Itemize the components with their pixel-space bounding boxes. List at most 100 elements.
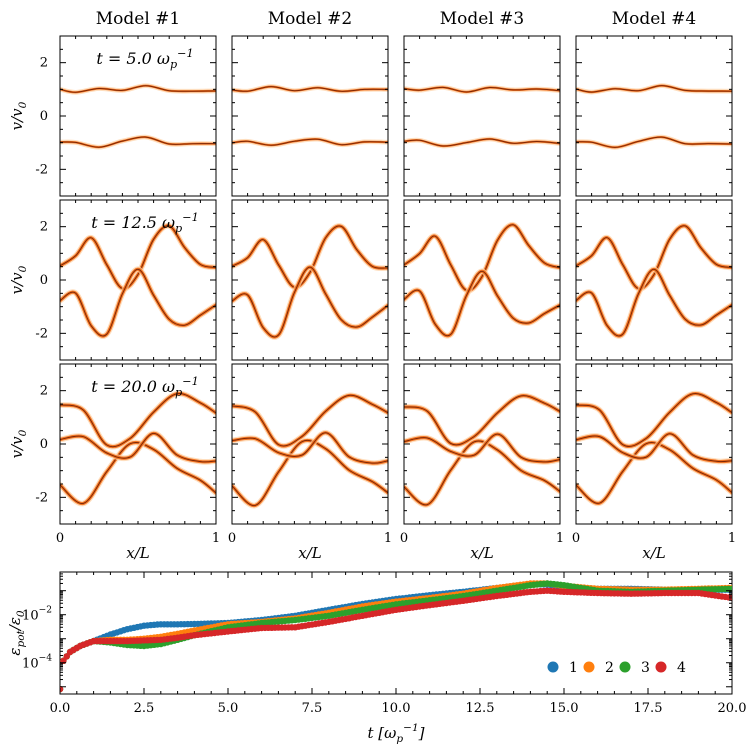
phase-curve-core-upper (60, 85, 216, 93)
phase-density (232, 392, 388, 509)
legend-label: 4 (677, 660, 686, 676)
time-annotation: t = 5.0 ωp−1 (96, 47, 193, 71)
phase-panel-r0-c0 (59, 35, 217, 197)
phase-panel-r1-c0 (59, 199, 217, 361)
legend: 1 2 3 4 (547, 660, 686, 676)
y-tick-label: 0 (40, 273, 48, 288)
phase-curve-core-mid (404, 433, 560, 463)
panel-background (232, 200, 388, 360)
x-axis-label: x/L (470, 544, 494, 562)
phase-density (60, 222, 216, 339)
phase-panel-r0-c1 (231, 35, 389, 197)
legend-label: 1 (569, 660, 578, 676)
column-title: Model #4 (612, 9, 697, 29)
phase-curve-core-upper (232, 86, 388, 92)
phase-density (404, 392, 560, 508)
x-axis-label: x/L (642, 544, 666, 562)
phase-panel-r2-c1 (231, 363, 389, 525)
phase-density (576, 222, 732, 339)
phase-panel-r2-c2 (403, 363, 561, 525)
y-tick-label: -2 (35, 490, 48, 505)
y-tick-label: 0 (40, 437, 48, 452)
y-tick-label: 2 (40, 384, 48, 399)
column-title: Model #2 (268, 9, 353, 29)
y-axis-label: v/v0 (8, 101, 29, 130)
y-axis-label: v/v0 (8, 265, 29, 294)
x-tick-label: 5.0 (218, 701, 239, 716)
x-tick-label: 0 (56, 531, 64, 546)
phase-curve-core-mid (232, 432, 388, 464)
phase-curve-core-lower (576, 136, 732, 148)
series-4 (60, 587, 732, 693)
x-tick-label: 20.0 (718, 701, 747, 716)
phase-curve-core-lower (404, 270, 560, 337)
x-tick-label: 1 (556, 531, 564, 546)
phase-panel-r2-c3 (575, 363, 733, 525)
legend-label: 2 (605, 660, 614, 676)
phase-curve-core-upper (232, 394, 388, 447)
panel-background (232, 36, 388, 196)
phase-curve-core-lower (60, 136, 216, 148)
phase-curve-core-upper (404, 224, 560, 292)
x-tick-label: 7.5 (302, 701, 323, 716)
x-tick-label: 12.5 (466, 701, 495, 716)
x-tick-label: 17.5 (634, 701, 663, 716)
phase-panel-r1-c1 (231, 199, 389, 361)
phase-density (232, 223, 388, 340)
x-tick-label: 0 (400, 531, 408, 546)
x-axis-label: x/L (298, 544, 322, 562)
x-tick-label: 1 (212, 531, 220, 546)
phase-curve-core-lower (232, 138, 388, 146)
panel-background (404, 36, 560, 196)
x-tick-label: 15.0 (550, 701, 579, 716)
panel-background (60, 36, 216, 196)
x-tick-label: 2.5 (134, 701, 155, 716)
phase-curve-core-lower (576, 268, 732, 337)
phase-curve-core-upper (576, 393, 732, 447)
y-tick-label: -2 (35, 326, 48, 341)
phase-density (576, 390, 732, 507)
energy-series (60, 580, 732, 693)
phase-density (60, 83, 216, 150)
phase-curve-core-upper (404, 395, 560, 446)
y-axis-label: εpot/ε0 (6, 610, 27, 655)
column-title: Model #1 (96, 9, 181, 29)
phase-curve-core-lower (60, 268, 216, 337)
time-annotation: t = 12.5 ωp−1 (91, 211, 198, 235)
phase-panel-r1-c2 (403, 199, 561, 361)
time-annotation: t = 20.0 ωp−1 (91, 375, 198, 399)
phase-density (60, 390, 216, 507)
x-tick-label: 1 (384, 531, 392, 546)
x-tick-label: 0 (228, 531, 236, 546)
phase-density (576, 83, 732, 150)
phase-density (232, 84, 388, 148)
data-point (63, 653, 70, 660)
y-tick-label: 2 (40, 220, 48, 235)
y-tick-label: 2 (40, 56, 48, 71)
y-tick-label: -2 (35, 162, 48, 177)
phase-panel-r0-c2 (403, 35, 561, 197)
phase-curve-core-upper (576, 225, 732, 290)
panel-background (576, 200, 732, 360)
phase-curve-core-upper (232, 225, 388, 288)
phase-panel-r1-c3 (575, 199, 733, 361)
phase-curve-core-lower (404, 138, 560, 147)
x-axis-label: x/L (126, 544, 150, 562)
x-axis-label: t [ωp−1] (368, 722, 425, 745)
phase-panel-r2-c0 (59, 363, 217, 525)
phase-curve-core-upper (60, 225, 216, 290)
y-axis-label: v/v0 (8, 429, 29, 458)
legend-marker (655, 661, 667, 673)
column-title: Model #3 (440, 9, 525, 29)
data-point (60, 685, 64, 693)
panel-background (60, 200, 216, 360)
legend-label: 3 (641, 660, 650, 676)
legend-marker (583, 661, 595, 673)
phase-curve-core-lower (232, 266, 388, 338)
phase-panel-r0-c3 (575, 35, 733, 197)
x-tick-label: 10.0 (382, 701, 411, 716)
y-tick-label: 10−2 (22, 606, 52, 624)
x-tick-label: 1 (728, 531, 736, 546)
phase-density (404, 85, 560, 149)
